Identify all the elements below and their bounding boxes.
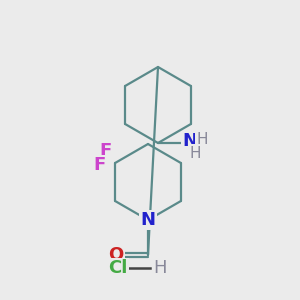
Text: O: O <box>108 246 124 264</box>
Text: F: F <box>93 156 105 174</box>
Text: H: H <box>189 146 201 160</box>
Text: H: H <box>153 259 167 277</box>
Text: N: N <box>140 211 155 229</box>
Text: F: F <box>99 142 111 160</box>
Text: Cl: Cl <box>108 259 128 277</box>
Text: H: H <box>196 131 208 146</box>
Text: N: N <box>182 132 197 150</box>
